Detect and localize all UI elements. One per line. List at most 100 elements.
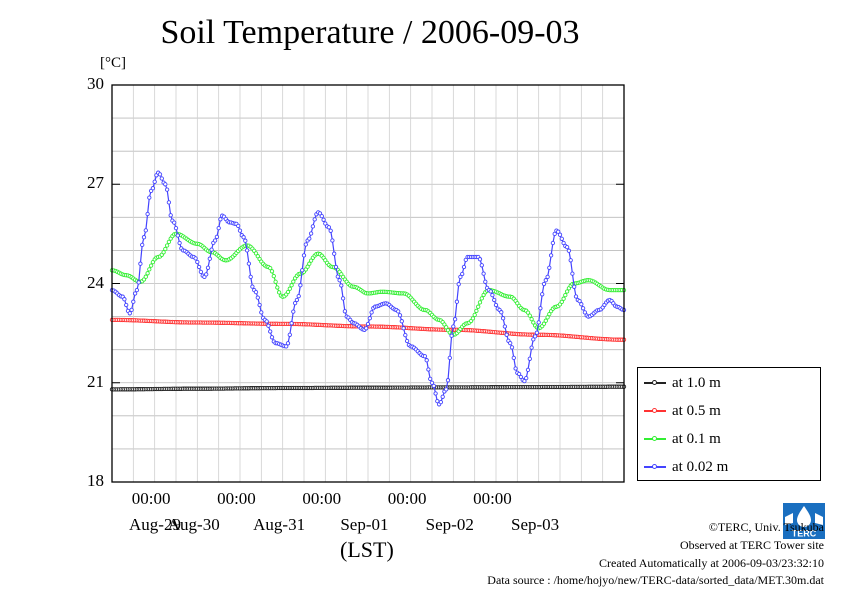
- data-point: [582, 310, 588, 315]
- data-point: [461, 264, 467, 270]
- data-point: [175, 233, 180, 238]
- data-point: [454, 299, 460, 304]
- data-point: [499, 310, 504, 315]
- data-point: [580, 306, 586, 311]
- data-point: [244, 248, 250, 253]
- data-point: [310, 224, 316, 229]
- data-point: [127, 311, 132, 316]
- data-point: [483, 279, 488, 284]
- credit-copyright: ©TERC, Univ. Tsukuba: [708, 520, 824, 534]
- data-point: [243, 238, 248, 243]
- data-point: [289, 321, 294, 326]
- data-point: [364, 326, 369, 331]
- data-point: [333, 264, 339, 270]
- data-point: [269, 269, 275, 274]
- data-point: [312, 217, 317, 222]
- data-point: [207, 256, 212, 261]
- x-date-label: Aug-30: [167, 515, 220, 534]
- data-point: [429, 380, 435, 385]
- data-point: [534, 330, 540, 335]
- data-point: [564, 244, 570, 250]
- data-point: [404, 338, 410, 344]
- data-point: [518, 374, 524, 380]
- data-point: [195, 259, 200, 265]
- data-point: [198, 269, 204, 275]
- data-point: [531, 320, 536, 325]
- data-point: [321, 217, 326, 222]
- data-point: [566, 248, 572, 253]
- data-point: [204, 272, 209, 277]
- data-point: [332, 251, 337, 256]
- data-point: [422, 354, 428, 359]
- data-point: [266, 323, 271, 328]
- legend-swatch: [644, 436, 666, 441]
- data-point: [292, 300, 298, 306]
- data-point: [205, 265, 211, 270]
- legend-item: at 0.02 m: [644, 457, 728, 477]
- data-point: [177, 240, 182, 246]
- data-point: [557, 232, 563, 237]
- data-point: [369, 310, 374, 315]
- data-point: [157, 172, 163, 177]
- data-point: [447, 355, 452, 361]
- data-point: [298, 283, 303, 288]
- x-date-label: Sep-03: [511, 515, 560, 534]
- data-point: [481, 271, 486, 276]
- data-point: [172, 220, 177, 225]
- data-point: [326, 225, 332, 230]
- data-point: [287, 286, 292, 291]
- legend-label: at 1.0 m: [672, 374, 721, 391]
- data-point: [307, 261, 312, 266]
- data-point: [166, 200, 172, 205]
- data-point: [138, 261, 143, 266]
- legend-item: at 0.5 m: [644, 401, 721, 421]
- legend-item: at 1.0 m: [644, 373, 721, 393]
- data-point: [218, 217, 223, 222]
- data-point: [573, 294, 579, 299]
- data-point: [536, 320, 541, 325]
- data-point: [237, 228, 243, 233]
- data-point: [399, 319, 404, 324]
- data-point: [303, 242, 308, 247]
- data-point: [250, 284, 255, 289]
- data-point: [516, 371, 522, 377]
- data-point: [493, 302, 499, 308]
- data-point: [289, 283, 294, 288]
- data-point: [136, 280, 141, 285]
- data-point: [545, 274, 550, 280]
- x-date-label: Aug-29: [129, 515, 181, 534]
- data-point: [241, 235, 246, 240]
- data-point: [269, 335, 275, 340]
- data-point: [579, 302, 584, 307]
- y-tick-label: 27: [87, 173, 104, 193]
- data-point: [426, 367, 431, 372]
- data-point: [214, 234, 220, 240]
- data-point: [444, 325, 449, 330]
- data-point: [291, 309, 296, 314]
- x-time-label: 00:00: [302, 489, 342, 508]
- data-point: [568, 258, 573, 263]
- data-point: [502, 324, 508, 329]
- data-point: [161, 250, 166, 255]
- data-point: [259, 310, 264, 315]
- data-point: [458, 274, 463, 280]
- data-point: [538, 306, 543, 311]
- data-point: [543, 278, 548, 283]
- data-point: [479, 263, 484, 268]
- data-point: [340, 296, 346, 301]
- data-point: [476, 304, 481, 309]
- data-point: [255, 295, 260, 300]
- data-point: [253, 289, 259, 295]
- x-date-label: Sep-02: [425, 515, 474, 534]
- data-point: [268, 265, 273, 271]
- data-point: [145, 271, 150, 276]
- data-point: [456, 282, 461, 287]
- data-point: [287, 332, 292, 337]
- data-point: [147, 267, 152, 272]
- data-point: [479, 296, 484, 301]
- data-point: [541, 321, 547, 326]
- y-tick-label: 30: [87, 74, 104, 93]
- data-point: [132, 291, 138, 296]
- data-point: [143, 274, 148, 279]
- data-point: [122, 297, 127, 302]
